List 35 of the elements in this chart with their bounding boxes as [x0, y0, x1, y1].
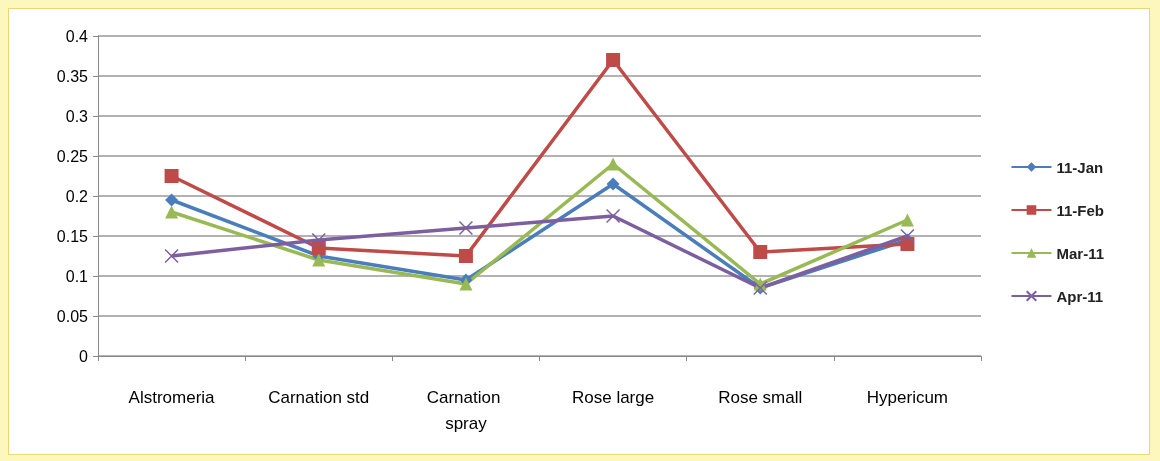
- point: [753, 245, 768, 259]
- point: [165, 193, 179, 207]
- point: [606, 53, 621, 67]
- x-tick-label: Alstromeria: [128, 387, 216, 407]
- legend-label: Apr-11: [1056, 287, 1104, 305]
- y-tick-label: 0.4: [65, 27, 89, 45]
- x-tick-label: Carnation std: [268, 387, 370, 407]
- legend-label: 11-Jan: [1056, 158, 1104, 176]
- y-tick-label: 0.1: [65, 267, 89, 285]
- point: [164, 169, 179, 183]
- point: [458, 220, 474, 236]
- point: [606, 157, 620, 171]
- point: [164, 248, 179, 264]
- x-tick-label: Rose small: [718, 387, 803, 407]
- x-tick-label: Rose large: [571, 387, 655, 407]
- y-tick-label: 0.3: [65, 107, 89, 125]
- y-tick-label: 0.25: [56, 147, 89, 165]
- point: [459, 277, 473, 291]
- y-tick-label: 0.05: [56, 307, 89, 325]
- point: [900, 228, 915, 244]
- point: [311, 232, 326, 248]
- point: [165, 205, 179, 219]
- point: [606, 177, 620, 191]
- y-tick-label: 0.15: [56, 227, 89, 245]
- legend-label: 11-Feb: [1056, 201, 1104, 219]
- y-tick-label: 0: [79, 347, 89, 365]
- x-tick-label: Hypericum: [866, 387, 949, 407]
- point: [605, 208, 621, 224]
- y-tick-label: 0.35: [56, 67, 89, 85]
- x-tick-label: Carnation spray: [426, 387, 506, 433]
- point: [900, 213, 914, 227]
- y-tick-label: 0.2: [65, 187, 89, 205]
- point: [312, 253, 326, 267]
- point: [458, 249, 473, 263]
- legend-label: Mar-11: [1056, 244, 1104, 262]
